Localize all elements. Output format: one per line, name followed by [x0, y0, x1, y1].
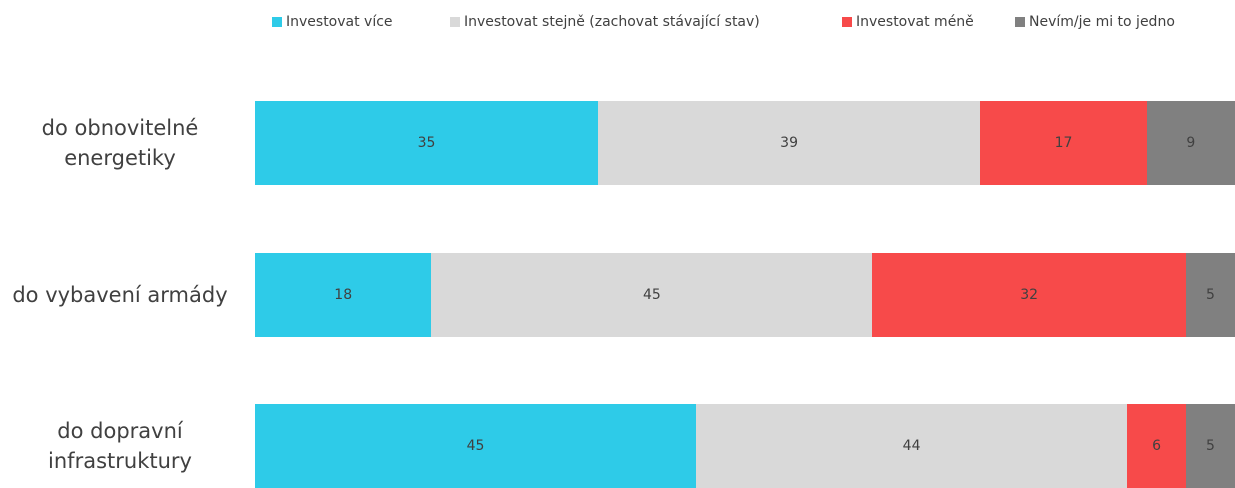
- legend-swatch: [450, 17, 460, 27]
- legend-swatch: [1015, 17, 1025, 27]
- legend-label: Investovat více: [286, 14, 393, 30]
- value-label: 5: [1206, 287, 1215, 303]
- legend-swatch: [272, 17, 282, 27]
- bar-segment: 6: [1127, 404, 1186, 488]
- value-label: 6: [1152, 438, 1162, 454]
- value-label: 39: [780, 135, 798, 151]
- value-label: 17: [1054, 135, 1073, 151]
- value-label: 45: [642, 287, 661, 303]
- value-label: 18: [334, 287, 353, 303]
- bar-segment: 18: [255, 253, 432, 337]
- value-label: 44: [902, 438, 921, 454]
- category-label: do dopravní infrastruktury: [0, 404, 240, 488]
- bar-segment: 45: [255, 404, 696, 488]
- bar-segment: 39: [598, 101, 981, 185]
- legend-item: Nevím/je mi to jedno: [1015, 14, 1175, 30]
- category-text: do obnovitelné energetiky: [41, 116, 199, 170]
- legend-label: Nevím/je mi to jedno: [1029, 14, 1175, 30]
- legend-item: Investovat více: [272, 14, 393, 30]
- legend-item: Investovat stejně (zachovat stávající st…: [450, 14, 760, 30]
- category-text: do vybavení armády: [12, 283, 228, 307]
- value-label: 9: [1186, 135, 1196, 151]
- bar-segment: 17: [980, 101, 1147, 185]
- bar-segment: 5: [1186, 253, 1235, 337]
- legend-swatch: [842, 17, 852, 27]
- value-label: 35: [417, 135, 436, 151]
- legend-label: Investovat méně: [856, 14, 974, 30]
- category-label: do obnovitelné energetiky: [0, 101, 240, 185]
- bar-segment: 9: [1146, 101, 1235, 185]
- category-label: do vybavení armády: [0, 253, 240, 337]
- bar-segment: 32: [872, 253, 1186, 337]
- legend-label: Investovat stejně (zachovat stávající st…: [464, 14, 760, 30]
- value-label: 45: [466, 438, 485, 454]
- value-label: 5: [1206, 438, 1215, 454]
- bar-segment: 44: [696, 404, 1128, 488]
- bar-segment: 45: [431, 253, 873, 337]
- category-text: do dopravní infrastruktury: [48, 419, 192, 473]
- legend-item: Investovat méně: [842, 14, 974, 30]
- bar-segment: 35: [255, 101, 598, 185]
- bar-segment: 5: [1186, 404, 1235, 488]
- value-label: 32: [1020, 287, 1039, 303]
